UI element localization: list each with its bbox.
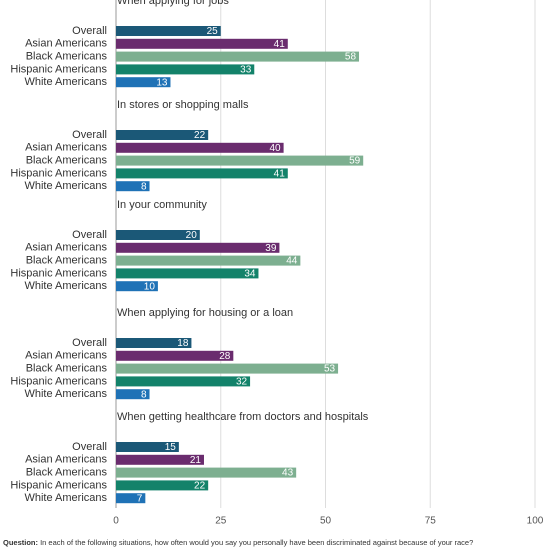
category-label: Black Americans <box>26 255 108 267</box>
panel-title: In your community <box>117 199 207 211</box>
bar <box>116 281 158 292</box>
value-label: 13 <box>156 77 168 88</box>
value-label: 22 <box>194 481 206 492</box>
panel-title: In stores or shopping malls <box>117 99 249 111</box>
note-label: Question: <box>3 538 38 547</box>
x-tick-label: 75 <box>425 516 437 527</box>
bar <box>116 363 339 374</box>
value-label: 32 <box>236 377 248 388</box>
bar <box>116 442 179 452</box>
bar <box>116 77 171 88</box>
bar <box>116 467 297 478</box>
x-tick-label: 50 <box>320 516 332 527</box>
category-label: Hispanic Americans <box>10 63 107 75</box>
value-label: 18 <box>177 338 189 349</box>
bar <box>116 255 301 266</box>
bar <box>116 38 288 49</box>
value-label: 7 <box>137 493 143 504</box>
category-label: White Americans <box>24 388 107 400</box>
category-label: Hispanic Americans <box>10 167 107 179</box>
value-label: 20 <box>186 230 198 241</box>
category-label: Asian Americans <box>25 350 107 362</box>
bar <box>116 26 221 36</box>
value-label: 33 <box>240 65 252 76</box>
category-label: Hispanic Americans <box>10 479 107 491</box>
value-label: 21 <box>190 455 202 466</box>
category-label: Overall <box>72 229 107 241</box>
x-tick-label: 100 <box>527 516 544 527</box>
bar <box>116 230 200 240</box>
x-tick-label: 0 <box>113 516 119 527</box>
panel-title: When applying for housing or a loan <box>117 307 293 319</box>
value-label: 41 <box>274 39 286 50</box>
category-label: White Americans <box>24 180 107 192</box>
bar <box>116 376 251 387</box>
value-label: 53 <box>324 364 336 375</box>
category-label: Asian Americans <box>25 242 107 254</box>
bar <box>116 168 288 179</box>
bar <box>116 389 150 400</box>
bar <box>116 242 280 253</box>
category-label: Hispanic Americans <box>10 267 107 279</box>
bar <box>116 64 255 75</box>
bar <box>116 130 209 140</box>
bar <box>116 142 284 153</box>
category-label: Overall <box>72 129 107 141</box>
category-label: Black Americans <box>26 155 108 167</box>
bar <box>116 493 146 504</box>
value-label: 39 <box>265 243 277 254</box>
panel-title: When applying for jobs <box>117 0 229 7</box>
category-label: White Americans <box>24 492 107 504</box>
value-label: 28 <box>219 351 231 362</box>
category-label: Overall <box>72 337 107 349</box>
note: Question: In each of the following situa… <box>3 538 473 547</box>
value-label: 22 <box>194 130 206 141</box>
value-label: 58 <box>345 52 357 63</box>
bar <box>116 155 364 166</box>
bar <box>116 51 360 62</box>
value-label: 40 <box>269 143 281 154</box>
bar <box>116 350 234 361</box>
category-label: Hispanic Americans <box>10 375 107 387</box>
bar <box>116 181 150 192</box>
category-label: Asian Americans <box>25 454 107 466</box>
note-text: In each of the following situations, how… <box>40 538 473 547</box>
category-label: Black Americans <box>26 51 108 63</box>
bar <box>116 268 259 279</box>
category-label: Overall <box>72 25 107 37</box>
bar <box>116 480 209 491</box>
value-label: 15 <box>165 442 177 453</box>
category-label: White Americans <box>24 76 107 88</box>
value-label: 41 <box>274 169 286 180</box>
category-label: Black Americans <box>26 363 108 375</box>
value-label: 43 <box>282 468 294 479</box>
category-label: Black Americans <box>26 467 108 479</box>
bar <box>116 338 192 348</box>
value-label: 25 <box>207 26 219 37</box>
value-label: 10 <box>144 281 156 292</box>
category-label: Asian Americans <box>25 142 107 154</box>
x-tick-label: 25 <box>215 516 227 527</box>
value-label: 34 <box>244 269 256 280</box>
value-label: 8 <box>141 181 147 192</box>
category-label: Overall <box>72 441 107 453</box>
value-label: 44 <box>286 256 298 267</box>
bar <box>116 454 204 465</box>
category-label: White Americans <box>24 280 107 292</box>
value-label: 59 <box>349 156 361 167</box>
value-label: 8 <box>141 389 147 400</box>
panel-title: When getting healthcare from doctors and… <box>117 411 369 423</box>
category-label: Asian Americans <box>25 38 107 50</box>
